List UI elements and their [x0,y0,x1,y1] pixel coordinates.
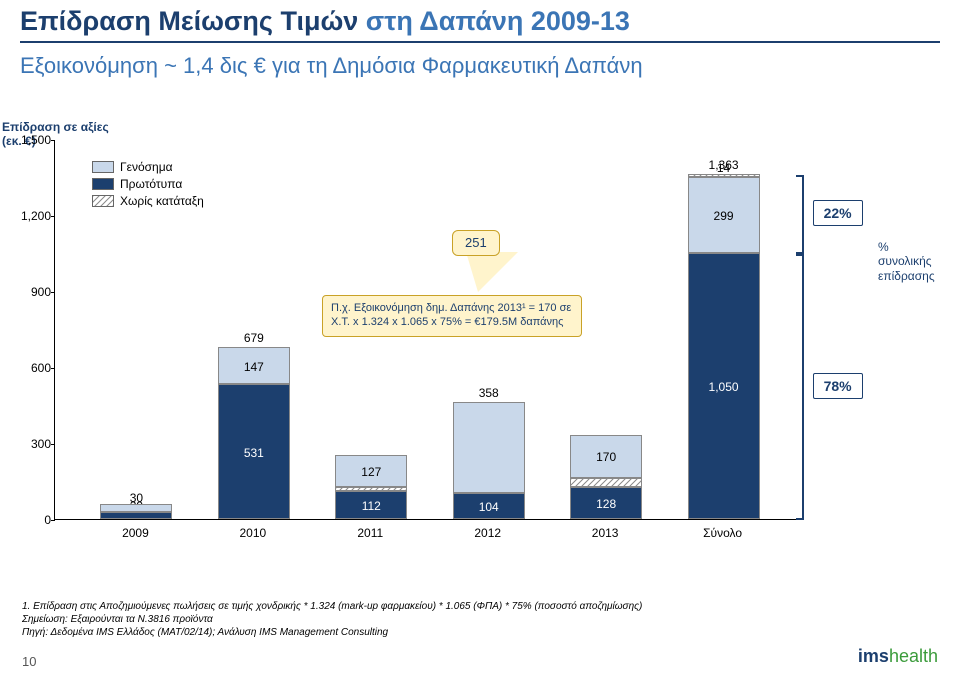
legend-item: Πρωτότυπα [92,177,204,191]
bar-segment [453,402,525,493]
pct-box-top: 22% [813,200,863,226]
bar-total-label: 679 [218,331,290,345]
bar-segment: 112 [335,491,407,519]
bar-column: 112 13 127 [335,455,407,519]
y-tick: 0 [17,513,51,527]
bar-column: 104358 [453,402,525,519]
title-part2: στη Δαπάνη 2009-13 [358,6,630,36]
bar-segment-value: 531 [219,446,289,460]
bar-segment: 170 [570,435,642,478]
callout-explanation: Π.χ. Εξοικονόμηση δημ. Δαπάνης 2013¹ = 1… [322,295,582,337]
bar-segment-value: 147 [219,360,289,374]
y-tick: 1,200 [17,209,51,223]
legend-label: Χωρίς κατάταξη [120,194,204,208]
legend-label: Γενόσημα [120,160,173,174]
page-subtitle: Εξοικονόμηση ~ 1,4 δις € για τη Δημόσια … [20,53,940,79]
page-number: 10 [22,654,36,669]
bar-segment: 14 [688,174,760,178]
bar-segment: 127 [335,455,407,487]
stacked-bar-chart: 03006009001,2001,50029305311476791121312… [22,140,938,560]
bar-total-label: 358 [453,386,525,400]
callout-value-251: 251 [452,230,500,256]
x-category-label: 2009 [99,526,171,540]
x-category-label: 2010 [217,526,289,540]
bar-column: 2930 [100,504,172,519]
bar-segment-value: 112 [336,499,406,513]
bar-segment: 13 [335,487,407,490]
legend-item: Γενόσημα [92,160,204,174]
bar-segment-value: 30 [101,491,171,505]
bar-segment: 104 [453,493,525,519]
footnotes: 1. Επίδραση στις Αποζημιούμενες πωλήσεις… [22,600,642,639]
x-category-label: Σύνολο [687,526,759,540]
bar-segment: 531 [218,384,290,519]
side-pct-label: %συνολικήςεπίδρασης [878,240,948,283]
x-category-label: 2011 [334,526,406,540]
bar-segment-value: 170 [571,450,641,464]
footnote-2: Σημείωση: Εξαιρούνται τα Ν.3816 προϊόντα [22,613,642,626]
bar-segment: 147 [218,347,290,384]
legend-swatch [92,161,114,173]
title-part1: Επίδραση Μείωσης Τιμών [20,6,358,36]
bar-segment-value: 127 [336,465,406,479]
legend: Γενόσημα Πρωτότυπα Χωρίς κατάταξη [92,160,204,211]
footnote-1: 1. Επίδραση στις Αποζημιούμενες πωλήσεις… [22,600,642,613]
legend-item: Χωρίς κατάταξη [92,194,204,208]
bar-segment-value: 104 [454,500,524,514]
footnote-3: Πηγή: Δεδομένα IMS Ελλάδος (MAT/02/14); … [22,626,642,639]
x-category-label: 2012 [452,526,524,540]
bar-segment-value: 1,050 [689,380,759,394]
logo-ims: ims [858,646,889,666]
bar-segment: 34 [570,478,642,487]
bar-segment-value: 299 [689,209,759,223]
bracket-top [796,175,804,254]
x-category-label: 2013 [569,526,641,540]
callout-pointer [466,252,518,292]
bar-column: 128 34 170 [570,435,642,519]
bar-segment-value: 128 [571,497,641,511]
page-title: Επίδραση Μείωσης Τιμών στη Δαπάνη 2009-1… [20,6,940,43]
legend-swatch [92,178,114,190]
logo-health: health [889,646,938,666]
legend-swatch [92,195,114,207]
bar-segment: 299 [688,177,760,253]
logo: imshealth [858,646,938,667]
bar-column: 1,050299141,363 [688,174,760,519]
bar-total-label: 1,363 [688,158,760,172]
y-tick: 300 [17,437,51,451]
bar-segment: 29 [100,512,172,519]
bar-segment: 128 [570,487,642,519]
y-tick: 900 [17,285,51,299]
bar-segment: 30 [100,504,172,512]
bracket-bottom [796,254,804,520]
bar-column: 531147679 [218,347,290,519]
bar-segment: 1,050 [688,253,760,519]
y-tick: 600 [17,361,51,375]
legend-label: Πρωτότυπα [120,177,182,191]
pct-box-bottom: 78% [813,373,863,399]
y-tick: 1,500 [17,133,51,147]
